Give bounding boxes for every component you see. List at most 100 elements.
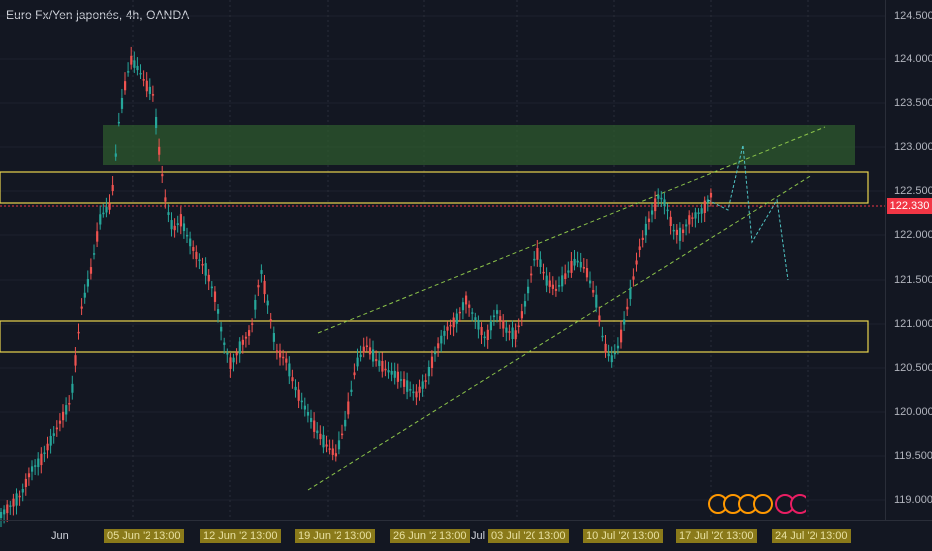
- candle-body: [37, 458, 40, 468]
- candle-body: [111, 184, 114, 192]
- candle-body: [582, 266, 585, 269]
- candle-body: [179, 214, 182, 227]
- candle-body: [229, 357, 232, 369]
- candle-body: [74, 355, 77, 366]
- candle-body: [282, 356, 285, 359]
- candle-body: [114, 153, 117, 157]
- candle-body: [548, 280, 551, 287]
- candle-body: [145, 80, 148, 92]
- candle-body: [213, 291, 217, 302]
- time-tick-label: 26 Jun '20: [390, 529, 447, 543]
- candle-body: [399, 379, 403, 381]
- candle-body: [223, 342, 226, 345]
- candle-body: [55, 427, 58, 430]
- candle-body: [638, 246, 641, 250]
- candle-body: [468, 304, 471, 308]
- price-axis[interactable]: [885, 0, 932, 520]
- candle-body: [598, 315, 601, 322]
- time-axis[interactable]: [0, 520, 932, 551]
- candle-body: [480, 326, 483, 336]
- candle-body: [461, 302, 465, 311]
- candle-body: [279, 350, 282, 358]
- candle-body: [248, 330, 251, 336]
- candle-body: [241, 339, 244, 345]
- candle-body: [164, 197, 167, 202]
- candle-body: [629, 287, 632, 300]
- channel-lower-line: [307, 174, 813, 491]
- candle-body: [551, 284, 554, 289]
- candle-body: [71, 383, 74, 393]
- candle-body: [127, 71, 130, 73]
- candle-body: [579, 261, 582, 268]
- candle-body: [697, 212, 700, 214]
- candle-body: [43, 452, 46, 454]
- event-icon[interactable]: [706, 492, 810, 516]
- candle-body: [161, 174, 164, 177]
- candle-body: [620, 329, 623, 343]
- price-tick-label: 120.500: [894, 362, 932, 374]
- candle-body: [319, 433, 322, 440]
- candle-body: [499, 316, 502, 321]
- candle-body: [201, 264, 204, 266]
- candle-body: [356, 357, 359, 367]
- candle-body: [83, 292, 86, 298]
- candle-body: [99, 214, 102, 225]
- candle-body: [124, 81, 127, 91]
- candle-body: [3, 509, 6, 515]
- candle-body: [173, 225, 176, 231]
- candle-body: [117, 121, 120, 124]
- candle-body: [424, 380, 427, 382]
- candle-body: [427, 366, 430, 377]
- candle-body: [226, 352, 229, 355]
- time-tick-label: 13:00: [150, 529, 184, 543]
- candle-body: [610, 355, 613, 363]
- candle-body: [334, 453, 337, 457]
- candle-body: [251, 323, 254, 325]
- candle-body: [102, 212, 105, 215]
- time-tick-label: 10 Jul '20: [583, 529, 636, 543]
- candle-body: [34, 465, 37, 467]
- projection-path: [707, 144, 789, 281]
- candle-body: [589, 280, 592, 284]
- candle-body: [46, 443, 49, 451]
- candle-body: [257, 285, 260, 288]
- candle-body: [148, 86, 151, 94]
- candle-body: [666, 209, 669, 212]
- price-tick-label: 123.500: [894, 97, 932, 109]
- candle-body: [266, 300, 269, 306]
- candle-body: [350, 389, 353, 392]
- candle-body: [93, 253, 96, 255]
- candle-body: [505, 327, 508, 333]
- candle-body: [24, 478, 27, 488]
- candle-body: [483, 336, 486, 339]
- candle-body: [272, 333, 275, 342]
- candle-body: [496, 310, 499, 314]
- candle-body: [313, 420, 316, 432]
- candle-body: [170, 220, 173, 230]
- candle-body: [316, 430, 319, 434]
- candle-body: [440, 335, 443, 344]
- candle-body: [471, 312, 474, 314]
- candle-body: [6, 504, 9, 514]
- candle-body: [263, 280, 266, 295]
- candle-body: [254, 299, 257, 310]
- price-tick-label: 119.000: [894, 494, 932, 506]
- candle-body: [465, 295, 468, 305]
- event-badges[interactable]: [706, 492, 810, 516]
- candle-body: [527, 286, 530, 294]
- candle-body: [443, 330, 446, 336]
- candle-body: [406, 380, 409, 392]
- candle-body: [167, 212, 170, 215]
- candle-body: [573, 258, 576, 266]
- price-tick-label: 122.000: [894, 229, 932, 241]
- candle-body: [139, 72, 142, 75]
- candle-body: [570, 260, 573, 273]
- candle-body: [331, 448, 334, 455]
- candle-body: [554, 288, 558, 291]
- time-tick-label: 13:00: [723, 529, 757, 543]
- candle-body: [446, 326, 449, 331]
- candle-body: [567, 270, 570, 273]
- candle-body: [151, 94, 155, 96]
- candle-body: [294, 386, 297, 391]
